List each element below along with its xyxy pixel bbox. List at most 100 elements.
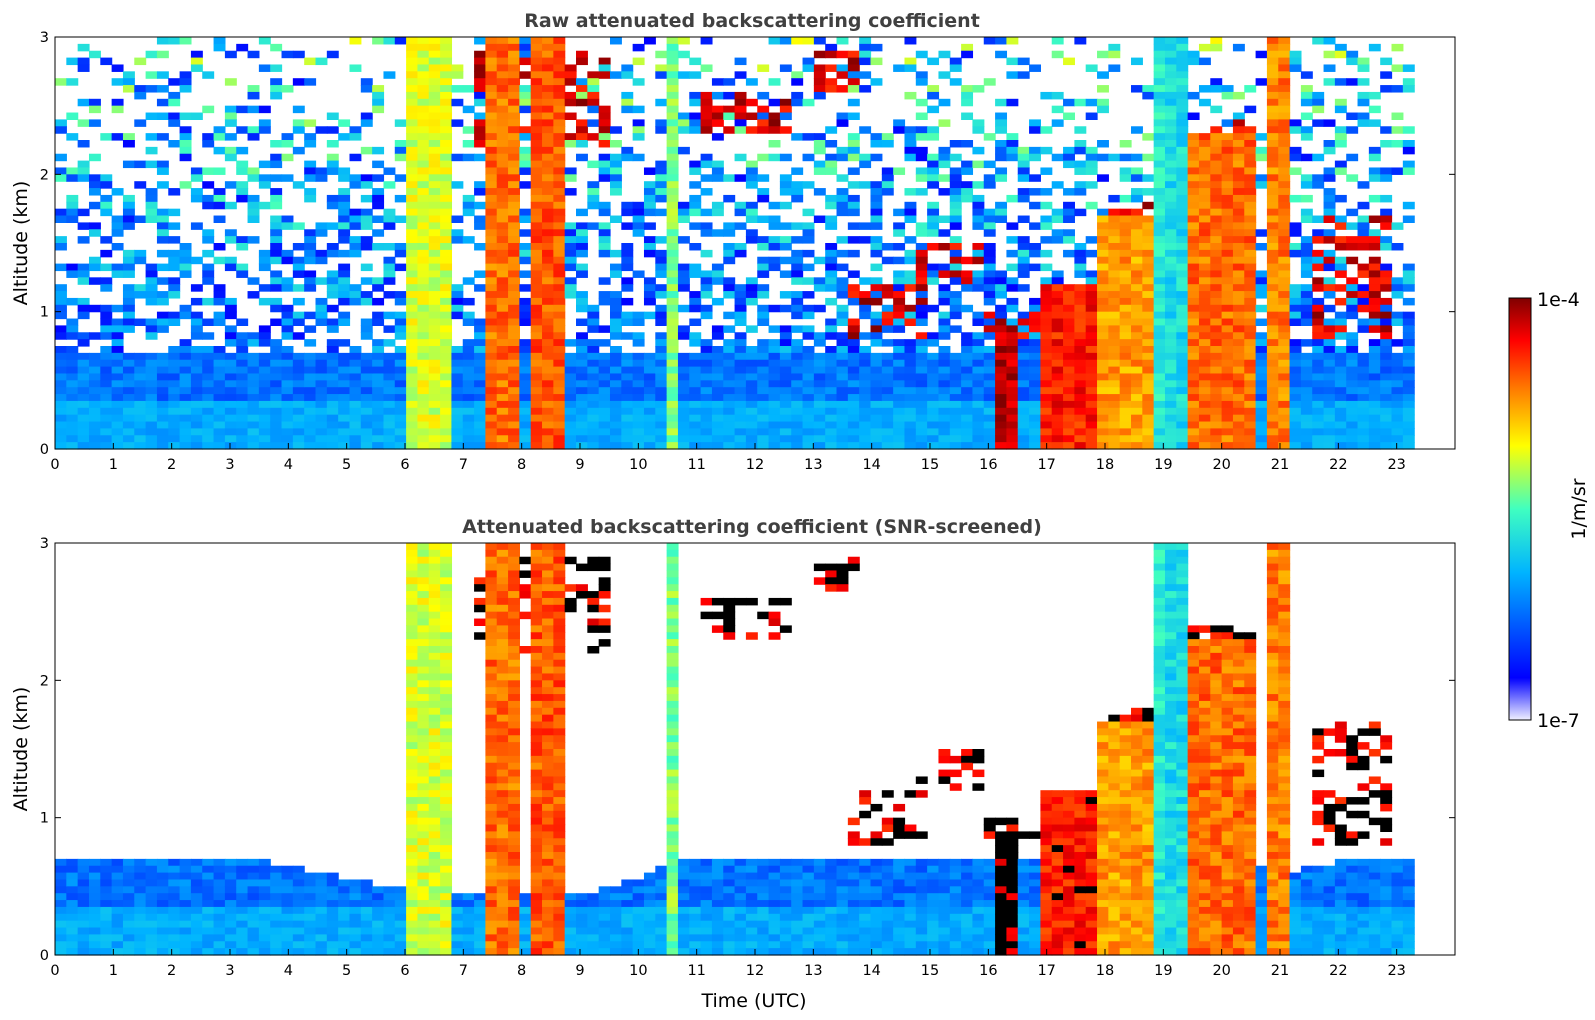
heatmap-cell — [587, 414, 600, 423]
heatmap-cell — [1131, 352, 1143, 361]
heatmap-cell — [972, 126, 985, 134]
heatmap-cell — [202, 872, 215, 881]
heatmap-cell — [179, 352, 192, 361]
heatmap-cell — [1029, 126, 1041, 134]
heatmap-cell — [666, 194, 679, 203]
heatmap-cell — [66, 421, 79, 429]
heatmap-cell — [440, 194, 453, 203]
heatmap-cell — [406, 153, 419, 162]
heatmap-cell — [428, 133, 441, 141]
heatmap-cell — [893, 284, 906, 292]
heatmap-cell — [519, 304, 532, 313]
heatmap-cell — [779, 332, 792, 340]
heatmap-cell — [88, 941, 101, 949]
heatmap-cell — [1380, 428, 1393, 436]
heatmap-cell — [1244, 85, 1257, 93]
heatmap-cell — [1278, 407, 1291, 416]
heatmap-cell — [1187, 181, 1200, 189]
heatmap-cell — [338, 380, 351, 388]
heatmap-cell — [190, 442, 203, 450]
heatmap-cell — [1063, 421, 1075, 429]
heatmap-cell — [643, 297, 656, 306]
heatmap-cell — [55, 400, 67, 409]
heatmap-cell — [100, 236, 113, 244]
heatmap-cell — [711, 435, 724, 443]
heatmap-cell — [836, 407, 849, 416]
heatmap-cell — [1323, 366, 1336, 375]
heatmap-cell — [372, 174, 385, 182]
heatmap-cell — [179, 339, 192, 347]
heatmap-cell — [428, 71, 441, 79]
heatmap-cell — [553, 215, 566, 223]
heatmap-cell — [179, 428, 192, 436]
heatmap-cell — [1255, 50, 1268, 59]
heatmap-cell — [757, 284, 770, 292]
heatmap-cell — [508, 373, 520, 381]
heatmap-cell — [258, 400, 271, 409]
heatmap-cell — [1119, 297, 1132, 306]
heatmap-cell — [508, 140, 520, 148]
heatmap-cell — [168, 400, 181, 409]
heatmap-cell — [576, 373, 588, 381]
heatmap-cell — [156, 934, 169, 942]
heatmap-cell — [1097, 414, 1109, 423]
heatmap-cell — [1368, 387, 1381, 395]
heatmap-cell — [485, 318, 498, 326]
heatmap-cell — [1357, 325, 1370, 333]
heatmap-cell — [802, 277, 815, 285]
heatmap-cell — [1040, 215, 1053, 223]
heatmap-cell — [1221, 304, 1234, 313]
heatmap-cell — [508, 43, 520, 52]
heatmap-cell — [508, 394, 520, 402]
heatmap-cell — [247, 194, 260, 203]
heatmap-cell — [281, 380, 294, 388]
heatmap-cell — [1289, 222, 1302, 230]
heatmap-cell — [893, 126, 906, 134]
heatmap-cell — [1300, 133, 1313, 141]
x-tick-label: 18 — [1096, 457, 1114, 473]
heatmap-cell — [55, 174, 67, 182]
heatmap-cell — [542, 352, 554, 361]
heatmap-cell — [1278, 297, 1291, 306]
heatmap-cell — [111, 934, 124, 942]
heatmap-cell — [564, 394, 577, 402]
heatmap-cell — [768, 215, 781, 223]
heatmap-cell — [236, 243, 249, 251]
heatmap-cell — [383, 291, 396, 299]
heatmap-cell — [1380, 270, 1393, 278]
heatmap-cell — [406, 50, 419, 59]
heatmap-cell — [847, 194, 860, 203]
heatmap-cell — [304, 243, 317, 251]
heatmap-cell — [870, 311, 883, 320]
heatmap-cell — [360, 146, 373, 155]
heatmap-cell — [1051, 236, 1064, 244]
heatmap-cell — [836, 359, 849, 368]
heatmap-cell — [870, 284, 883, 292]
heatmap-cell — [247, 387, 260, 395]
heatmap-cell — [700, 112, 713, 120]
heatmap-cell — [1380, 387, 1393, 395]
heatmap-cell — [1266, 414, 1279, 423]
heatmap-cell — [1289, 366, 1302, 375]
heatmap-cell — [553, 325, 566, 333]
heatmap-cell — [576, 387, 588, 395]
heatmap-cell — [598, 249, 611, 258]
heatmap-cell — [122, 352, 135, 361]
heatmap-cell — [723, 373, 736, 381]
heatmap-cell — [168, 78, 181, 86]
heatmap-cell — [779, 112, 792, 120]
heatmap-cell — [100, 906, 113, 915]
heatmap-cell — [213, 366, 226, 375]
heatmap-cell — [768, 435, 781, 443]
heatmap-cell — [1334, 352, 1347, 361]
heatmap-cell — [598, 112, 611, 120]
heatmap-cell — [847, 167, 860, 175]
heatmap-cell — [1176, 339, 1189, 347]
heatmap-cell — [496, 78, 509, 86]
heatmap-cell — [689, 373, 702, 381]
heatmap-cell — [360, 400, 373, 409]
heatmap-cell — [530, 229, 543, 237]
heatmap-cell — [553, 346, 566, 354]
heatmap-cell — [1164, 140, 1177, 148]
heatmap-cell — [315, 359, 328, 368]
